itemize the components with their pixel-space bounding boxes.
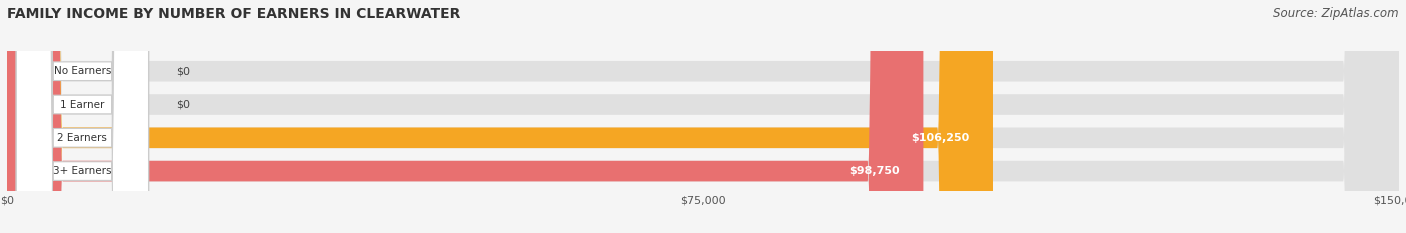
FancyBboxPatch shape xyxy=(17,0,149,233)
FancyBboxPatch shape xyxy=(7,0,924,233)
FancyBboxPatch shape xyxy=(7,0,1399,233)
FancyBboxPatch shape xyxy=(17,0,149,233)
Text: 3+ Earners: 3+ Earners xyxy=(53,166,111,176)
Text: $98,750: $98,750 xyxy=(849,166,900,176)
Text: Source: ZipAtlas.com: Source: ZipAtlas.com xyxy=(1274,7,1399,20)
FancyBboxPatch shape xyxy=(17,0,149,233)
Text: 1 Earner: 1 Earner xyxy=(60,99,104,110)
Text: $0: $0 xyxy=(176,66,190,76)
FancyBboxPatch shape xyxy=(7,0,1399,233)
FancyBboxPatch shape xyxy=(17,0,149,233)
Text: $0: $0 xyxy=(176,99,190,110)
FancyBboxPatch shape xyxy=(7,0,1399,233)
FancyBboxPatch shape xyxy=(7,0,993,233)
Text: 2 Earners: 2 Earners xyxy=(58,133,107,143)
FancyBboxPatch shape xyxy=(7,0,1399,233)
Text: $106,250: $106,250 xyxy=(911,133,970,143)
Text: FAMILY INCOME BY NUMBER OF EARNERS IN CLEARWATER: FAMILY INCOME BY NUMBER OF EARNERS IN CL… xyxy=(7,7,460,21)
Text: No Earners: No Earners xyxy=(53,66,111,76)
